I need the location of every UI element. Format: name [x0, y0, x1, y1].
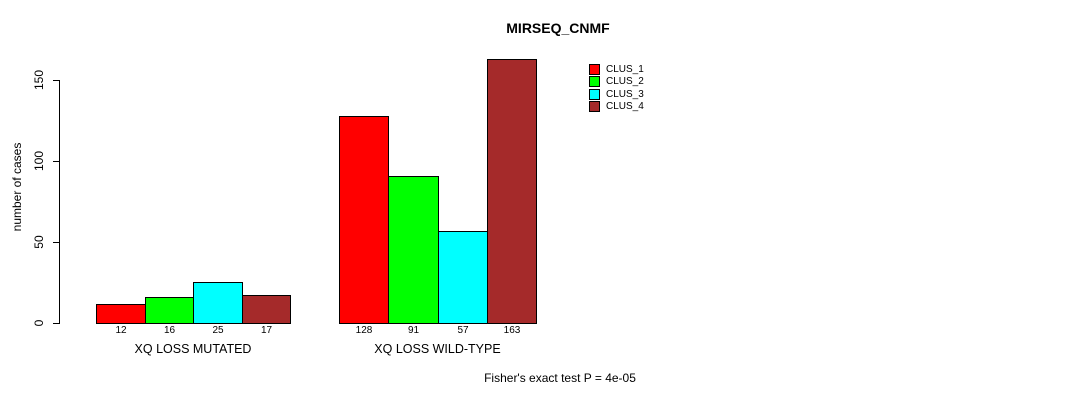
y-tick-label: 100 — [32, 150, 46, 172]
legend-item: CLUS_1 — [589, 63, 644, 75]
y-tick — [53, 323, 59, 324]
y-axis-line — [59, 80, 60, 324]
footer-note: Fisher's exact test P = 4e-05 — [484, 371, 636, 385]
y-tick — [53, 242, 59, 243]
legend-swatch-clus_2 — [589, 75, 600, 87]
y-tick — [53, 80, 59, 81]
legend-label: CLUS_3 — [606, 88, 644, 100]
bar-value-label: 17 — [260, 325, 273, 336]
legend-item: CLUS_3 — [589, 88, 644, 100]
legend-label: CLUS_1 — [606, 63, 644, 75]
y-tick — [53, 161, 59, 162]
legend-swatch-clus_3 — [589, 88, 600, 100]
legend-label: CLUS_2 — [606, 75, 644, 87]
bar-clus_1-group1 — [96, 304, 146, 324]
bar-value-label: 91 — [407, 325, 420, 336]
y-tick-label: 150 — [32, 69, 46, 91]
legend-swatch-clus_1 — [589, 63, 600, 75]
bar-value-label: 12 — [115, 325, 127, 336]
legend-item: CLUS_2 — [589, 75, 644, 87]
y-axis-label: number of cases — [10, 142, 24, 232]
x-group-label: XQ LOSS MUTATED — [134, 342, 252, 356]
legend-swatch-clus_4 — [589, 100, 600, 112]
legend-label: CLUS_4 — [606, 100, 644, 112]
bar-clus_4-group2 — [487, 59, 537, 324]
bar-clus_1-group2 — [339, 116, 389, 324]
bar-value-label: 128 — [355, 325, 373, 336]
y-tick-label: 50 — [32, 235, 46, 249]
bar-clus_2-group2 — [388, 176, 439, 324]
chart-title: MIRSEQ_CNMF — [506, 20, 610, 36]
bar-value-label: 25 — [212, 325, 224, 336]
legend-item: CLUS_4 — [589, 100, 644, 112]
y-tick-label: 0 — [32, 319, 46, 327]
bar-value-label: 163 — [503, 325, 521, 336]
bar-clus_3-group1 — [193, 282, 243, 324]
bar-clus_4-group1 — [242, 295, 291, 324]
bar-clus_3-group2 — [438, 231, 488, 324]
x-group-label: XQ LOSS WILD-TYPE — [374, 342, 501, 356]
bar-clus_2-group1 — [145, 297, 194, 324]
bar-value-label: 16 — [163, 325, 176, 336]
bar-value-label: 57 — [457, 325, 469, 336]
